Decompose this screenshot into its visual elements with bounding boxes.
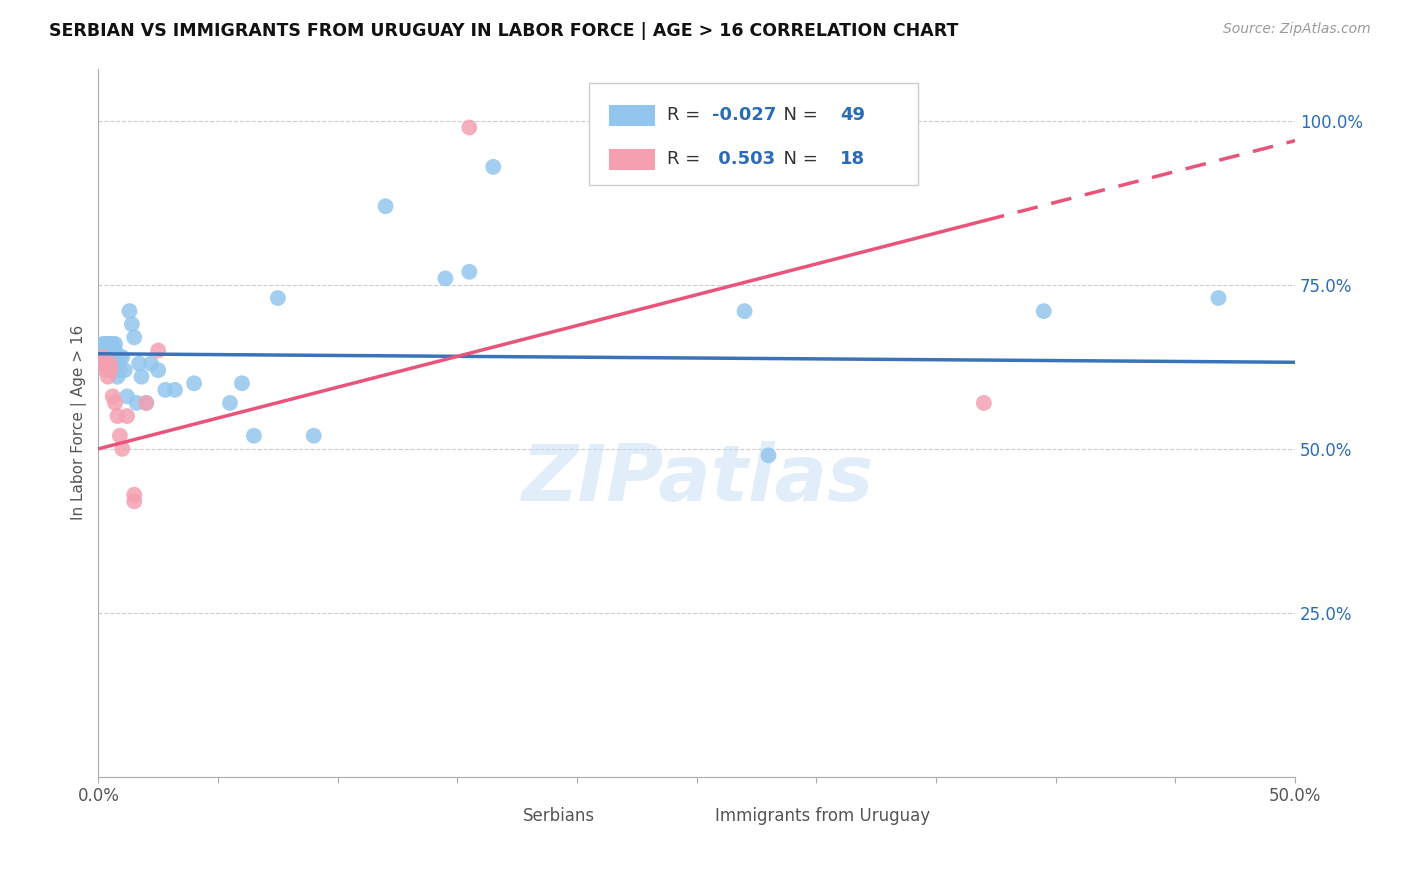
Text: 18: 18 [841, 150, 866, 169]
Point [128, 357, 150, 371]
Point [135, 396, 157, 410]
Point [98, 337, 121, 351]
Point [94, 363, 117, 377]
Point [231, 376, 253, 391]
Point [101, 337, 124, 351]
Point [122, 494, 145, 508]
Point [267, 291, 290, 305]
Point [91, 343, 114, 358]
Text: N =: N = [772, 150, 824, 169]
Text: -0.027: -0.027 [713, 106, 776, 124]
Point [104, 357, 127, 371]
Point [148, 363, 170, 377]
Point [97, 369, 120, 384]
Point [115, 409, 138, 423]
Point [122, 330, 145, 344]
Text: ZIPatlas: ZIPatlas [520, 442, 873, 517]
Point [98, 357, 121, 371]
Text: Serbians: Serbians [523, 806, 595, 824]
Bar [609, 149, 655, 169]
Point [434, 271, 457, 285]
Point [135, 396, 157, 410]
Point [111, 442, 134, 456]
Point [139, 357, 162, 371]
Point [125, 396, 148, 410]
Point [111, 350, 134, 364]
Point [108, 428, 131, 442]
Text: R =: R = [666, 106, 706, 124]
Text: SERBIAN VS IMMIGRANTS FROM URUGUAY IN LABOR FORCE | AGE > 16 CORRELATION CHART: SERBIAN VS IMMIGRANTS FROM URUGUAY IN LA… [49, 22, 959, 40]
Text: Immigrants from Uruguay: Immigrants from Uruguay [714, 806, 929, 824]
Point [148, 343, 170, 358]
Point [98, 357, 121, 371]
Point [90, 357, 112, 371]
Point [107, 350, 129, 364]
Point [163, 383, 186, 397]
Point [101, 389, 124, 403]
Point [104, 343, 127, 358]
Point [183, 376, 205, 391]
Point [973, 396, 995, 410]
Bar [464, 811, 512, 826]
Point [91, 337, 114, 351]
Point [101, 350, 124, 364]
Point [94, 337, 117, 351]
Point [122, 488, 145, 502]
Point [121, 318, 143, 332]
Bar [609, 104, 655, 126]
Point [107, 369, 129, 384]
Point [90, 357, 112, 371]
Point [108, 350, 131, 364]
Text: Source: ZipAtlas.com: Source: ZipAtlas.com [1223, 22, 1371, 37]
Text: 0.503: 0.503 [713, 150, 775, 169]
Bar [655, 811, 703, 826]
Point [458, 265, 481, 279]
Point [107, 409, 129, 423]
Point [97, 337, 120, 351]
Point [115, 389, 138, 403]
Point [98, 363, 121, 377]
Point [107, 357, 129, 371]
Point [118, 304, 141, 318]
Y-axis label: In Labor Force | Age > 16: In Labor Force | Age > 16 [72, 325, 87, 520]
Point [91, 350, 114, 364]
Point [1032, 304, 1054, 318]
Point [374, 199, 396, 213]
Point [458, 120, 481, 135]
Point [94, 357, 117, 371]
Point [1208, 291, 1230, 305]
Point [114, 363, 136, 377]
Point [104, 337, 127, 351]
Point [219, 396, 242, 410]
Text: R =: R = [666, 150, 706, 169]
Point [155, 383, 177, 397]
Point [97, 350, 120, 364]
Point [482, 160, 505, 174]
Point [243, 428, 266, 442]
Point [98, 343, 121, 358]
Point [108, 363, 131, 377]
Text: N =: N = [772, 106, 824, 124]
FancyBboxPatch shape [589, 83, 918, 186]
Point [758, 449, 780, 463]
Point [94, 343, 117, 358]
Point [302, 428, 325, 442]
Point [104, 396, 127, 410]
Point [734, 304, 756, 318]
Point [131, 369, 153, 384]
Text: 49: 49 [841, 106, 865, 124]
